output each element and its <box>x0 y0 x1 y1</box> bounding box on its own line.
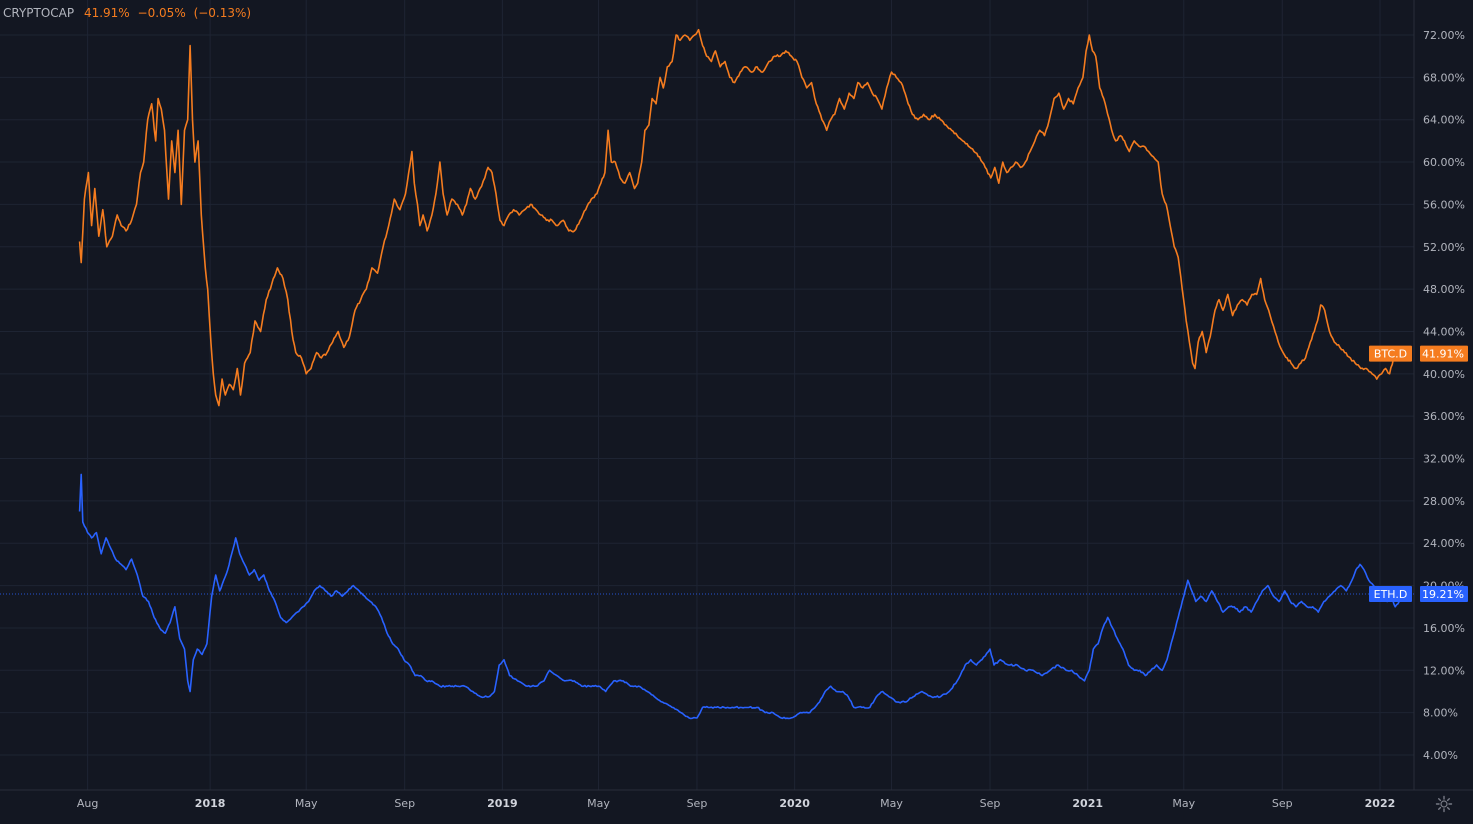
last-value-labels: BTC.D 41.91% ETH.D 19.21% <box>0 345 1468 602</box>
gear-icon[interactable] <box>1435 795 1453 813</box>
series-line-btc-d <box>78 28 1398 407</box>
x-tick-label: 2019 <box>487 797 518 810</box>
x-tick-label: Aug <box>77 797 98 810</box>
x-tick-label: Sep <box>687 797 708 810</box>
y-tick-label: 44.00% <box>1423 325 1465 338</box>
symbol-legend[interactable]: CRYPTOCAP 41.91% −0.05% (−0.13%) <box>3 5 255 21</box>
y-tick-label: 40.00% <box>1423 368 1465 381</box>
y-tick-label: 48.00% <box>1423 283 1465 296</box>
series-name-label: ETH.D <box>1374 588 1408 601</box>
x-tick-label: Sep <box>1272 797 1293 810</box>
time-axis[interactable]: Aug 2018 May Sep 2019 May Sep 2020 May Sep 2021 May… <box>0 789 1473 810</box>
last-value-label: 19.21% <box>1422 588 1464 601</box>
y-tick-label: 16.00% <box>1423 622 1465 635</box>
last-value-badge <box>1420 585 1468 602</box>
x-tick-label: 2021 <box>1072 797 1103 810</box>
x-tick-label: 2022 <box>1365 797 1396 810</box>
y-tick-label: 72.00% <box>1423 29 1465 42</box>
y-tick-label: 60.00% <box>1423 156 1465 169</box>
last-value-badge <box>1420 345 1468 362</box>
legend-change-pct: (−0.13%) <box>193 6 252 20</box>
y-tick-label: 56.00% <box>1423 198 1465 211</box>
x-tick-label: 2018 <box>195 797 226 810</box>
price-axis[interactable]: 72.00% 68.00% 64.00% 60.00% 56.00% 52.00% 48.0… <box>1413 0 1465 790</box>
series-name-label: BTC.D <box>1374 348 1407 361</box>
x-tick-label: May <box>587 797 610 810</box>
series-name-badge <box>1369 585 1412 602</box>
y-tick-label: 52.00% <box>1423 241 1465 254</box>
y-tick-label: 32.00% <box>1423 453 1465 466</box>
y-tick-label: 64.00% <box>1423 114 1465 127</box>
x-tick-label: May <box>880 797 903 810</box>
series-layer <box>78 28 1406 720</box>
series-name-badge <box>1369 345 1412 362</box>
last-value-label: 41.91% <box>1422 348 1464 361</box>
x-tick-label: May <box>1172 797 1195 810</box>
x-tick-label: Sep <box>394 797 415 810</box>
legend-value: 41.91% <box>83 6 130 20</box>
x-tick-label: Sep <box>980 797 1001 810</box>
y-tick-label: 36.00% <box>1423 410 1465 423</box>
y-tick-label: 12.00% <box>1423 664 1465 677</box>
y-tick-label: 68.00% <box>1423 71 1465 84</box>
legend-change: −0.05% <box>137 6 186 20</box>
y-tick-label: 28.00% <box>1423 495 1465 508</box>
y-tick-label: 24.00% <box>1423 537 1465 550</box>
x-tick-label: May <box>295 797 318 810</box>
y-tick-label: 4.00% <box>1423 749 1458 762</box>
x-tick-label: 2020 <box>779 797 810 810</box>
series-line-eth-d <box>78 473 1406 720</box>
legend-symbol[interactable]: CRYPTOCAP <box>3 6 75 20</box>
y-tick-label: 8.00% <box>1423 707 1458 720</box>
